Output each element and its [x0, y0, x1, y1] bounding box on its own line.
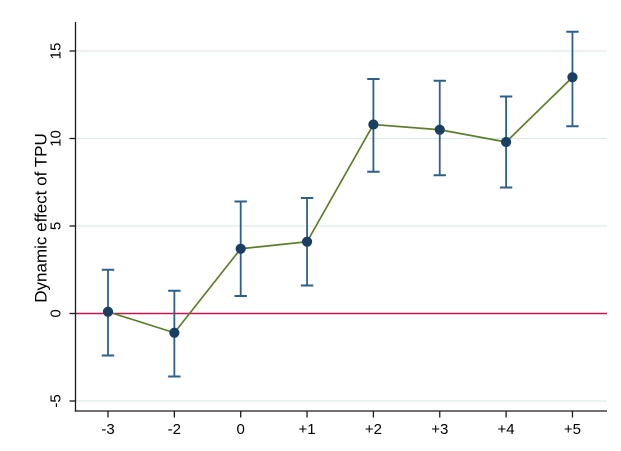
data-point-marker [169, 327, 180, 338]
data-point-marker [434, 124, 445, 135]
x-tick-label: +1 [298, 421, 315, 438]
x-tick-label: +3 [431, 421, 448, 438]
data-point-marker [301, 236, 313, 247]
y-tick-label: 0 [48, 309, 65, 317]
y-tick-label: 15 [48, 43, 65, 60]
data-point-marker [567, 72, 578, 83]
series-line [107, 76, 574, 334]
y-tick-label: -5 [48, 394, 65, 407]
data-point-marker [501, 136, 512, 148]
y-axis-title: Dynamic effect of TPU [32, 133, 51, 302]
x-tick-label: -2 [168, 421, 181, 438]
data-point-marker [235, 243, 246, 254]
y-tick-label: 5 [48, 222, 65, 230]
data-point-marker [102, 306, 114, 317]
data-point-marker [368, 119, 379, 130]
y-tick-label: 10 [48, 130, 65, 147]
x-tick-label: +5 [564, 421, 581, 438]
x-tick-label: +2 [365, 421, 382, 438]
x-tick-label: +4 [498, 421, 515, 438]
x-tick-label: -3 [101, 421, 114, 438]
x-tick-label: 0 [237, 421, 245, 438]
